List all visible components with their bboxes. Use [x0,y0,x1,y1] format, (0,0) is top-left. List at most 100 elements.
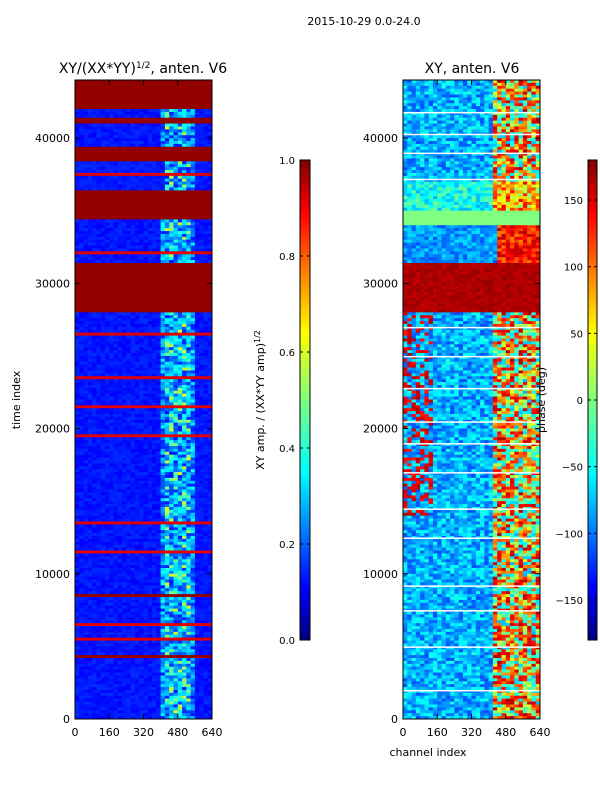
amp-cell [173,172,179,177]
amp-cell [96,312,102,316]
amp-cell [96,411,102,415]
amp-cell [92,361,97,366]
amp-cell [75,312,80,316]
amp-cell [92,411,97,415]
amp-cell [203,309,209,313]
amp-cell [126,315,132,319]
amp-cell [186,396,192,400]
amp-cell [164,379,170,383]
amp-cell [126,425,132,430]
amp-cell [83,213,89,218]
amp-cell [207,306,213,310]
amp-cell [117,414,123,418]
amp-cell [126,373,132,377]
amp-cell [177,280,183,284]
amp-cell [109,82,115,87]
amp-cell [79,262,85,267]
amp-cell [79,390,85,395]
amp-cell [134,187,140,191]
amp-cell [117,530,123,534]
amp-cell [186,219,192,223]
amp-cell [182,201,187,206]
amp-cell [100,504,106,508]
amp-cell [186,498,192,502]
amp-cell [186,161,192,165]
amp-cell [190,97,196,101]
amp-cell [109,268,115,273]
amp-cell [199,396,204,400]
amp-cell [79,411,85,415]
amp-cell [130,262,136,267]
amp-cell [156,111,162,116]
amp-cell [147,80,153,84]
amp-cell [134,262,140,267]
amp-cell [182,530,187,534]
amp-cell [182,509,187,514]
amp-cell [203,271,209,276]
amp-cell [87,97,93,101]
amp-cell [152,376,157,380]
amp-cell [203,483,209,488]
amp-cell [75,277,80,281]
amp-cell [147,353,153,357]
amp-cell [186,399,192,403]
amp-cell [190,411,196,415]
amp-cell [109,364,115,369]
amp-cell [169,384,174,389]
amp-cell [164,518,170,522]
amp-cell [143,251,149,255]
amp-cell [104,245,110,249]
amp-cell [109,199,115,203]
amp-cell [83,268,89,273]
amp-cell [96,172,102,177]
amp-cell [186,382,192,386]
amp-cell [109,419,115,424]
amp-cell [182,416,187,421]
amp-cell [160,344,166,348]
amp-cell [156,231,162,235]
amp-cell [186,91,192,96]
amp-cell [156,521,162,525]
amp-cell [79,172,85,177]
amp-cell [117,248,123,252]
amp-cell [173,129,179,133]
amp-cell [156,425,162,430]
amp-cell [207,353,213,357]
amp-cell [182,80,187,84]
amp-cell [203,506,209,511]
amp-cell [79,338,85,342]
amp-cell [169,201,174,206]
amp-cell [190,318,196,322]
amp-cell [177,309,183,313]
amp-cell [160,382,166,386]
amp-cell [126,434,132,438]
amp-cell [143,477,149,482]
amp-cell [164,207,170,212]
amp-cell [199,129,204,133]
amp-cell [152,422,157,427]
amp-cell [83,533,89,537]
amp-cell [160,213,166,218]
amp-cell [173,231,179,235]
amp-cell [92,434,97,438]
amp-cell [96,512,102,517]
amp-cell [182,297,187,302]
amp-cell [109,132,115,136]
amp-cell [87,262,93,267]
amp-cell [87,486,93,491]
amp-cell [186,129,192,133]
amp-cell [152,262,157,267]
amp-cell [87,504,93,508]
amp-cell [100,143,106,148]
amp-cell [143,219,149,223]
amp-cell [96,135,102,139]
amp-cell [75,492,80,496]
amp-cell [169,103,174,107]
amp-cell [147,405,153,409]
amp-cell [117,117,123,122]
amp-cell [75,245,80,249]
amp-cell [79,498,85,502]
amp-cell [75,440,80,444]
amp-cell [164,512,170,517]
amp-cell [109,323,115,328]
